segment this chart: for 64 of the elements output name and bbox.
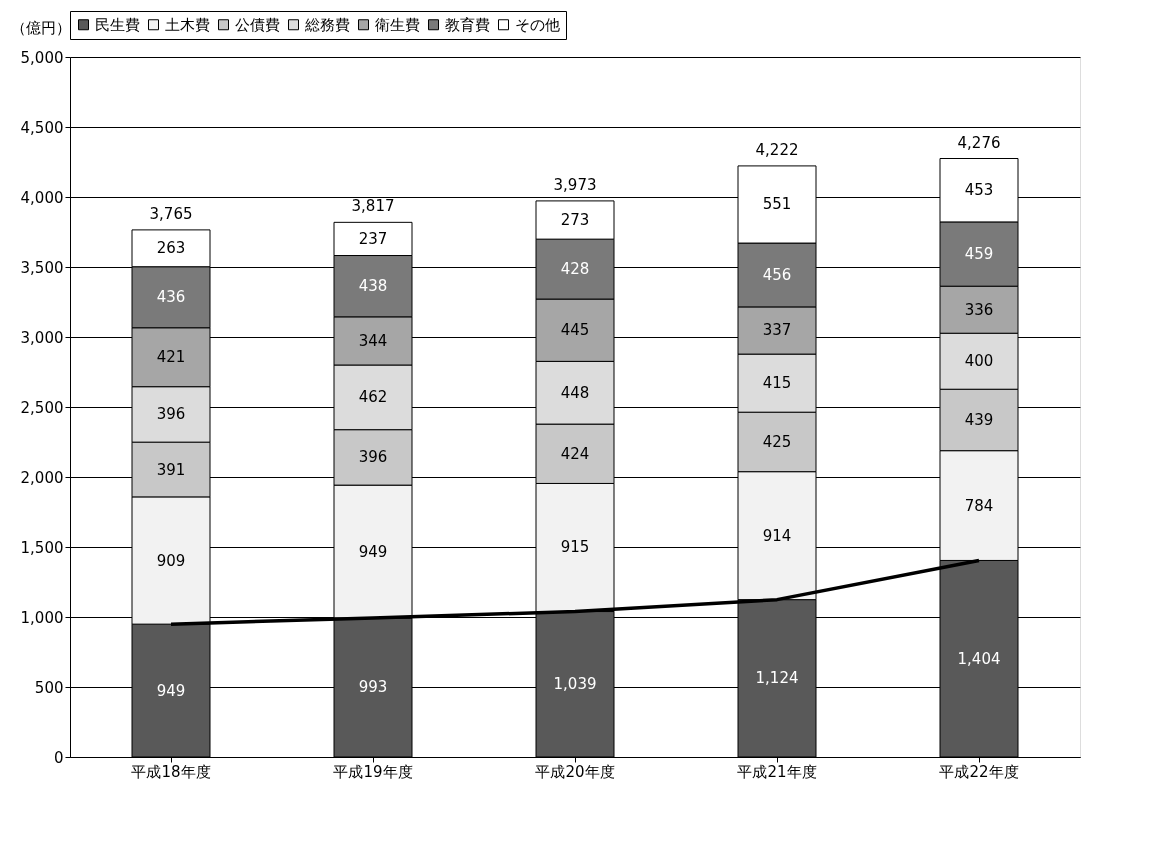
data-label: 337 <box>762 321 792 340</box>
total-label: 4,222 <box>755 140 799 159</box>
data-label: 993 <box>358 678 388 697</box>
data-label: 459 <box>964 245 994 264</box>
data-label: 424 <box>560 444 590 463</box>
y-tick-label: 3,000 <box>20 328 64 347</box>
x-tick-label: 平成22年度 <box>939 762 1019 781</box>
data-label: 273 <box>560 211 590 230</box>
y-tick-label: 1,000 <box>20 608 64 627</box>
legend-label: 民生費 <box>95 15 140 34</box>
data-label: 263 <box>156 239 186 258</box>
data-label: 949 <box>358 542 388 561</box>
legend-label: 公債費 <box>235 15 280 34</box>
data-label: 336 <box>964 300 994 319</box>
x-tick-label: 平成19年度 <box>333 762 413 781</box>
data-label: 445 <box>560 321 590 340</box>
legend-label: 衛生費 <box>375 15 420 34</box>
y-axis-title: （億円） <box>10 18 71 37</box>
data-label: 421 <box>156 348 186 367</box>
y-tick-label: 2,000 <box>20 468 64 487</box>
total-label: 4,276 <box>957 133 1001 152</box>
data-label: 396 <box>156 405 186 424</box>
data-label: 915 <box>560 538 590 557</box>
x-tick-label: 平成21年度 <box>737 762 817 781</box>
data-label: 1,124 <box>755 669 799 688</box>
y-tick-label: 0 <box>53 748 64 767</box>
data-label: 1,404 <box>957 649 1001 668</box>
y-tick-label: 4,500 <box>20 118 64 137</box>
legend-label: 土木費 <box>165 15 210 34</box>
total-label: 3,973 <box>553 175 597 194</box>
data-label: 1,039 <box>553 675 597 694</box>
y-tick-label: 2,500 <box>20 398 64 417</box>
data-label: 428 <box>560 260 590 279</box>
legend-label: 教育費 <box>445 15 490 34</box>
y-tick-label: 5,000 <box>20 48 64 67</box>
total-label: 3,765 <box>149 204 193 223</box>
data-label: 439 <box>964 410 994 429</box>
data-label: 400 <box>964 352 994 371</box>
data-label: 396 <box>358 448 388 467</box>
data-label: 436 <box>156 288 186 307</box>
data-label: 551 <box>762 195 792 214</box>
data-label: 456 <box>762 265 792 284</box>
data-label: 453 <box>964 181 994 200</box>
data-label: 425 <box>762 432 792 451</box>
x-tick-label: 平成18年度 <box>131 762 211 781</box>
data-label: 415 <box>762 374 792 393</box>
y-tick-label: 1,500 <box>20 538 64 557</box>
data-label: 448 <box>560 383 590 402</box>
legend-label: 総務費 <box>304 15 350 34</box>
legend-label: その他 <box>515 15 560 34</box>
data-label: 438 <box>358 277 388 296</box>
total-label: 3,817 <box>351 197 395 216</box>
data-label: 462 <box>358 388 388 407</box>
data-label: 784 <box>964 496 994 515</box>
data-label: 344 <box>358 331 388 350</box>
y-tick-label: 3,500 <box>20 258 64 277</box>
data-label: 949 <box>156 681 186 700</box>
x-tick-label: 平成20年度 <box>535 762 615 781</box>
y-tick-label: 500 <box>34 678 64 697</box>
data-label: 391 <box>156 460 186 479</box>
data-label: 909 <box>156 551 186 570</box>
y-tick-label: 4,000 <box>20 188 64 207</box>
data-label: 237 <box>358 229 388 248</box>
data-label: 914 <box>762 526 792 545</box>
